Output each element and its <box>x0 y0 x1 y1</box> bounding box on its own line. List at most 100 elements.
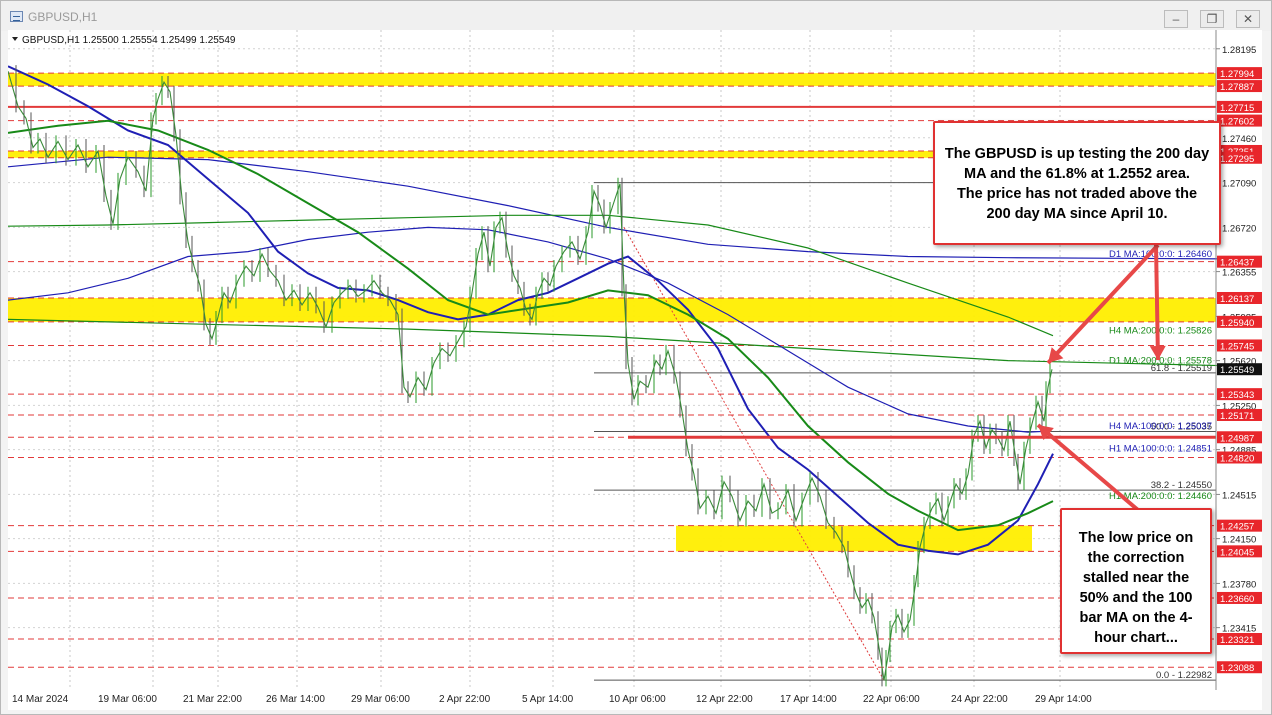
annotation-bottom-line: 50% and the 100 <box>1079 590 1193 606</box>
moving-average-line <box>7 65 1054 556</box>
moving-average-line <box>7 119 1054 532</box>
level-tag <box>1217 80 1262 93</box>
level-tag <box>1217 408 1262 421</box>
level-tag-label: 1.25745 <box>1220 341 1254 352</box>
price-tick-label: 1.24150 <box>1222 535 1256 546</box>
level-tag-label: 1.27887 <box>1220 82 1254 93</box>
support-zone <box>8 73 1216 87</box>
time-tick-label: 14 Mar 2024 <box>12 694 69 705</box>
annotation-arrowhead <box>1149 345 1166 360</box>
fib-label: 61.8 - 1.25519 <box>1151 363 1212 374</box>
annotation-bottom-line: stalled near the <box>1082 570 1190 586</box>
level-tag <box>1217 451 1262 464</box>
price-tick-label: 1.23780 <box>1222 579 1256 590</box>
annotation-top-line: The GBPUSD is up testing the 200 day <box>944 146 1210 162</box>
dropdown-arrow-icon <box>12 37 18 41</box>
annotation-bottom-line: The low price on <box>1078 530 1194 546</box>
price-tick-label: 1.25620 <box>1222 357 1256 368</box>
annotation-arrow <box>1036 423 1140 512</box>
level-tag <box>1217 388 1262 401</box>
time-axis-svg: 14 Mar 2024 19 Mar 06:00 21 Mar 22:00 26 Ma… <box>12 694 1092 705</box>
time-tick-label: 26 Mar 14:00 <box>266 694 325 705</box>
price-tick-label: 1.24885 <box>1222 446 1256 457</box>
level-tag <box>1217 114 1262 127</box>
level-tag <box>1217 100 1262 113</box>
price-tick-label: 1.26720 <box>1222 223 1256 234</box>
time-tick-label: 12 Apr 22:00 <box>696 694 753 705</box>
minimize-button[interactable]: – <box>1164 10 1188 28</box>
moving-average-label: H1 MA:200:0:0: 1.24460 <box>1109 491 1212 502</box>
level-tag <box>1217 591 1262 604</box>
price-tick-label: 1.25250 <box>1222 401 1256 412</box>
time-tick-label: 17 Apr 14:00 <box>780 694 837 705</box>
time-tick-label: 2 Apr 22:00 <box>439 694 491 705</box>
level-tag <box>1217 255 1262 268</box>
price-chart: 61.8 - 1.25519 50.0 - 1.25035 38.2 - 1.245… <box>7 30 1262 690</box>
level-tag <box>1217 661 1262 674</box>
level-tag <box>1217 339 1262 352</box>
level-tag-label: 1.25171 <box>1220 411 1254 422</box>
annotation-arrow <box>1154 244 1160 361</box>
moving-average-line <box>7 156 1225 260</box>
support-zone <box>8 150 1216 158</box>
support-zone <box>676 525 1032 552</box>
level-tag <box>1217 67 1262 80</box>
fib-trend-line <box>623 227 885 681</box>
level-tag-label: 1.26437 <box>1220 258 1254 269</box>
level-tag-label: 1.27295 <box>1220 154 1254 165</box>
level-tag-label: 1.25343 <box>1220 390 1254 401</box>
moving-average-label: D1 MA:100:0:0: 1.26460 <box>1109 249 1212 260</box>
annotation-top-line: 200 day MA since April 10. <box>986 206 1168 222</box>
level-tag <box>1217 291 1262 304</box>
annotation-bottom-line: bar MA on the 4- <box>1079 610 1193 626</box>
moving-average-line <box>7 318 1225 367</box>
chart-window-icon <box>10 11 23 22</box>
time-tick-label: 19 Mar 06:00 <box>98 694 157 705</box>
moving-average-label: D1 MA:200:0:0: 1.25578 <box>1109 356 1212 367</box>
annotation-top: The GBPUSD is up testing the 200 day MA … <box>933 121 1221 245</box>
level-tag <box>1217 633 1262 646</box>
time-tick-label: 10 Apr 06:00 <box>609 694 666 705</box>
moving-average-line <box>7 214 1054 337</box>
moving-average-label: H4 MA:100:0:0: 1.25037 <box>1109 421 1212 432</box>
fib-label: 50.0 - 1.25035 <box>1151 421 1212 432</box>
level-tag-label: 1.23321 <box>1220 635 1254 646</box>
price-tick-label: 1.28195 <box>1222 45 1256 56</box>
annotation-top-line: MA and the 61.8% at 1.2552 area. <box>964 166 1190 182</box>
time-tick-label: 24 Apr 22:00 <box>951 694 1008 705</box>
price-line <box>7 71 1053 681</box>
level-tag-label: 1.23660 <box>1220 594 1254 605</box>
moving-average-label: H1 MA:100:0:0: 1.24851 <box>1109 444 1212 455</box>
annotation-arrowhead <box>1048 347 1064 363</box>
level-tag-label: 1.24045 <box>1220 547 1254 558</box>
fib-label: 38.2 - 1.24550 <box>1151 480 1212 491</box>
time-tick-label: 29 Mar 06:00 <box>351 694 410 705</box>
symbol-header: GBPUSD,H1 1.25500 1.25554 1.25499 1.2554… <box>22 35 236 46</box>
price-tick-label: 1.27090 <box>1222 179 1256 190</box>
level-tag-label: 1.26137 <box>1220 294 1254 305</box>
price-tick-label: 1.26355 <box>1222 268 1256 279</box>
time-tick-label: 22 Apr 06:00 <box>863 694 920 705</box>
annotation-arrow <box>1046 243 1160 365</box>
price-tick-label: 1.27460 <box>1222 134 1256 145</box>
time-axis: 14 Mar 2024 19 Mar 06:00 21 Mar 22:00 26 Ma… <box>8 690 1262 710</box>
annotation-bottom-line: the correction <box>1087 550 1185 566</box>
annotation-arrowhead <box>1038 425 1054 441</box>
current-price-label: 1.25549 <box>1220 365 1254 376</box>
level-tag-label: 1.27715 <box>1220 103 1254 114</box>
close-button[interactable]: ✕ <box>1236 10 1260 28</box>
moving-average-line <box>7 226 1049 433</box>
level-tag-label: 1.27602 <box>1220 117 1254 128</box>
annotation-bottom: The low price on the correction stalled … <box>1060 508 1212 654</box>
time-tick-label: 29 Apr 14:00 <box>1035 694 1092 705</box>
level-tag-label: 1.27994 <box>1220 69 1254 80</box>
moving-average-label: H4 MA:200:0:0: 1.25826 <box>1109 326 1212 337</box>
window-title: GBPUSD,H1 <box>28 10 98 24</box>
level-tag-label: 1.24820 <box>1220 453 1254 464</box>
annotation-bottom-line: hour chart... <box>1094 630 1178 646</box>
restore-button[interactable]: ❐ <box>1200 10 1224 28</box>
level-tag <box>1217 519 1262 532</box>
price-tick-label: 1.23415 <box>1222 624 1256 635</box>
level-tag-label: 1.24257 <box>1220 522 1254 533</box>
time-tick-label: 21 Mar 22:00 <box>183 694 242 705</box>
